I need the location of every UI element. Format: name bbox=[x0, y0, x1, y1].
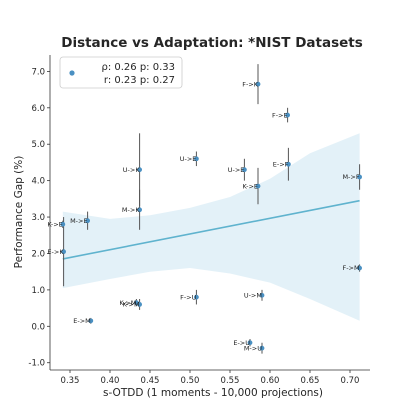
y-tick-label: 5.0 bbox=[31, 140, 45, 150]
confidence-band bbox=[62, 133, 360, 321]
data-point bbox=[137, 207, 143, 213]
data-point bbox=[255, 183, 261, 189]
data-point-label: U->K bbox=[123, 166, 141, 174]
y-tick-label: 4.0 bbox=[31, 177, 45, 187]
point-label-layer: F->K F->E U->K U->E U->E E->F K->E M->F M->K K->E… bbox=[47, 80, 360, 352]
data-point-label: U->E bbox=[180, 155, 197, 163]
x-tick-label: 0.35 bbox=[61, 376, 80, 386]
y-tick-label: 6.0 bbox=[31, 104, 45, 114]
y-tick-label: 7.0 bbox=[31, 67, 45, 77]
data-point-label: K->E bbox=[47, 221, 62, 229]
data-point bbox=[247, 340, 253, 346]
chart-title: Distance vs Adaptation: *NIST Datasets bbox=[61, 35, 363, 51]
data-point-label: M->E bbox=[70, 217, 88, 225]
data-point bbox=[357, 174, 362, 180]
confidence-band-layer bbox=[62, 133, 360, 321]
data-point bbox=[85, 218, 90, 224]
legend-line-1: ρ: 0.26 p: 0.33 bbox=[101, 62, 175, 73]
axes: 0.35 0.40 0.45 0.50 0.55 0.60 0.65 0.70 -1.0 0.0 1… bbox=[28, 55, 370, 386]
data-point-label: F->U bbox=[180, 293, 197, 301]
data-point-label: F->K bbox=[242, 80, 259, 88]
data-point bbox=[61, 249, 66, 255]
data-point bbox=[242, 167, 247, 173]
point-layer bbox=[60, 81, 362, 351]
y-tick-label: 1.0 bbox=[31, 286, 45, 296]
data-point bbox=[286, 161, 291, 167]
x-tick-label: 0.65 bbox=[301, 376, 320, 386]
data-point bbox=[194, 156, 199, 162]
data-point bbox=[88, 318, 94, 324]
legend-marker bbox=[69, 70, 75, 76]
data-point-label: U->M bbox=[244, 292, 262, 300]
x-tick-label: 0.40 bbox=[101, 376, 120, 386]
data-point bbox=[357, 265, 362, 271]
data-point-label: M->U bbox=[244, 344, 262, 352]
x-tick-label: 0.60 bbox=[261, 376, 280, 386]
x-tick-label: 0.55 bbox=[221, 376, 240, 386]
data-point-label: E->U bbox=[233, 339, 250, 347]
data-point-label: F->M bbox=[342, 264, 359, 272]
y-axis-label: Performance Gap (%) bbox=[13, 156, 25, 269]
legend-line-2: r: 0.23 p: 0.27 bbox=[104, 75, 175, 86]
data-point bbox=[285, 112, 290, 118]
data-point bbox=[194, 294, 199, 300]
regression-line bbox=[62, 199, 360, 260]
data-point-label: K->M bbox=[119, 299, 136, 307]
data-point-label: U->E bbox=[228, 166, 245, 174]
x-axis-label: s-OTDD (1 moments - 10,000 projections) bbox=[103, 387, 323, 399]
data-point-label: K->E bbox=[243, 182, 258, 190]
data-point-label: F->E bbox=[272, 111, 288, 119]
data-point bbox=[259, 345, 265, 351]
y-tick-label: 3.0 bbox=[31, 213, 45, 223]
data-point bbox=[259, 292, 265, 298]
data-point bbox=[137, 302, 143, 307]
data-point-label: E->K bbox=[47, 248, 64, 256]
data-point-label: K->M bbox=[123, 301, 140, 309]
data-point-label: E->M bbox=[73, 317, 91, 325]
data-point-label: E->F bbox=[273, 160, 289, 168]
legend: ρ: 0.26 p: 0.33 r: 0.23 p: 0.27 bbox=[59, 56, 183, 89]
fit-line-layer bbox=[62, 199, 360, 260]
x-tick-label: 0.50 bbox=[181, 376, 200, 386]
y-tick-label: 2.0 bbox=[31, 249, 45, 259]
data-point bbox=[137, 167, 143, 173]
x-tick-label: 0.45 bbox=[141, 376, 160, 386]
data-point-label: M->K bbox=[122, 206, 140, 214]
legend-box bbox=[59, 56, 183, 89]
x-tick-label: 0.70 bbox=[341, 376, 360, 386]
data-point bbox=[60, 221, 66, 227]
y-tick-label: 0.0 bbox=[31, 322, 45, 332]
data-point bbox=[255, 81, 261, 87]
y-tick-label: -1.0 bbox=[28, 359, 45, 369]
data-point-label: M->F bbox=[342, 173, 359, 181]
